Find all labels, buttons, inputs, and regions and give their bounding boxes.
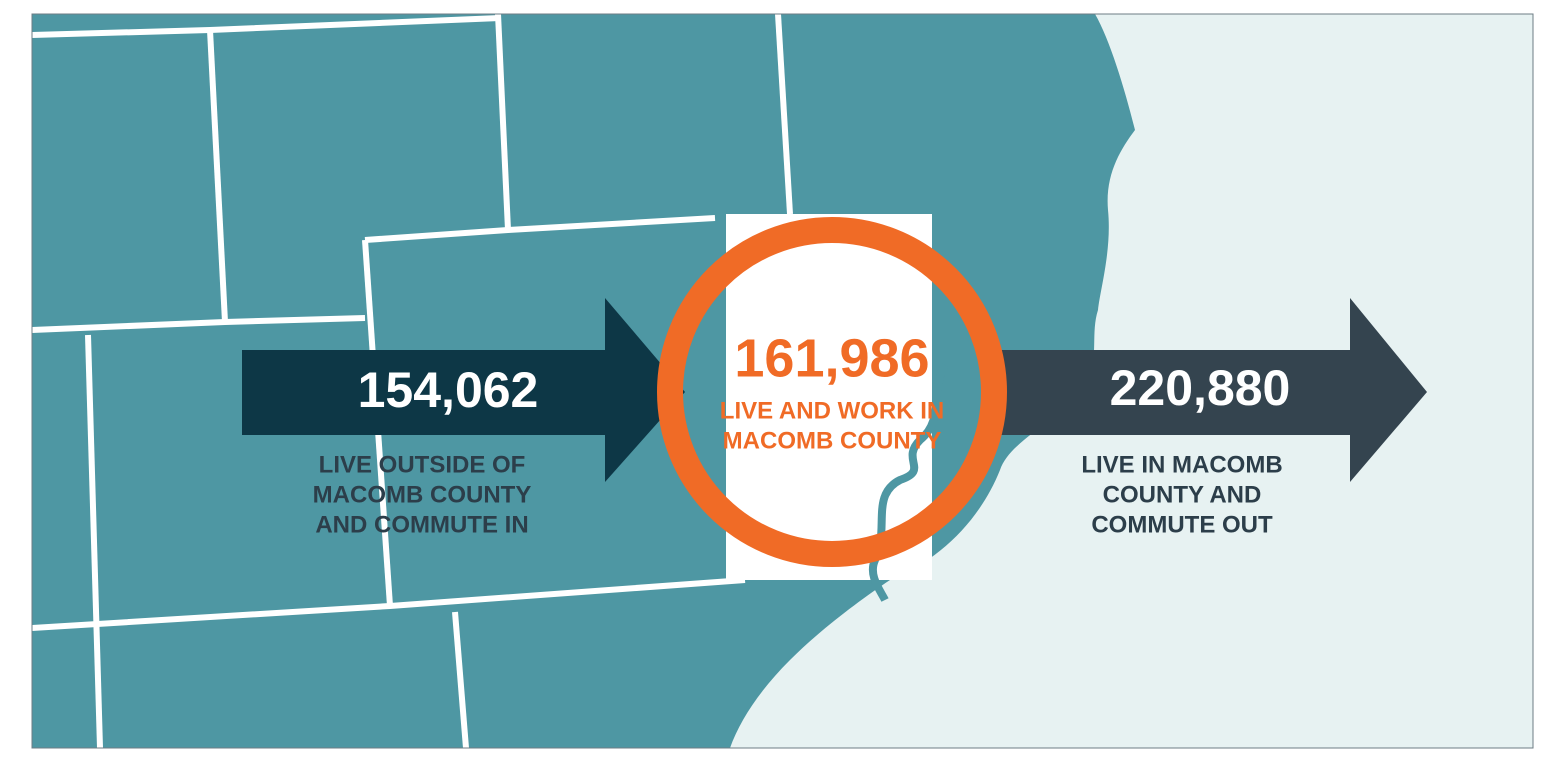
outbound-label: COUNTY AND — [1103, 481, 1262, 508]
inbound-number: 154,062 — [358, 362, 539, 418]
inbound-label: MACOMB COUNTY — [313, 481, 532, 508]
outbound-number: 220,880 — [1110, 360, 1291, 416]
inbound-label: AND COMMUTE IN — [315, 511, 528, 538]
macomb-county — [726, 214, 932, 580]
outbound-label: COMMUTE OUT — [1091, 511, 1273, 538]
outbound-label: LIVE IN MACOMB — [1081, 451, 1282, 478]
river — [868, 362, 949, 602]
outbound-arrow — [1000, 298, 1427, 482]
local-number: 161,986 — [734, 328, 929, 388]
local-label: MACOMB COUNTY — [723, 427, 942, 454]
frame — [31, 13, 1534, 749]
local-label: LIVE AND WORK IN — [720, 397, 944, 424]
center-ring — [657, 217, 1007, 567]
inbound-arrow — [242, 298, 685, 482]
inbound-label: LIVE OUTSIDE OF — [319, 451, 526, 478]
